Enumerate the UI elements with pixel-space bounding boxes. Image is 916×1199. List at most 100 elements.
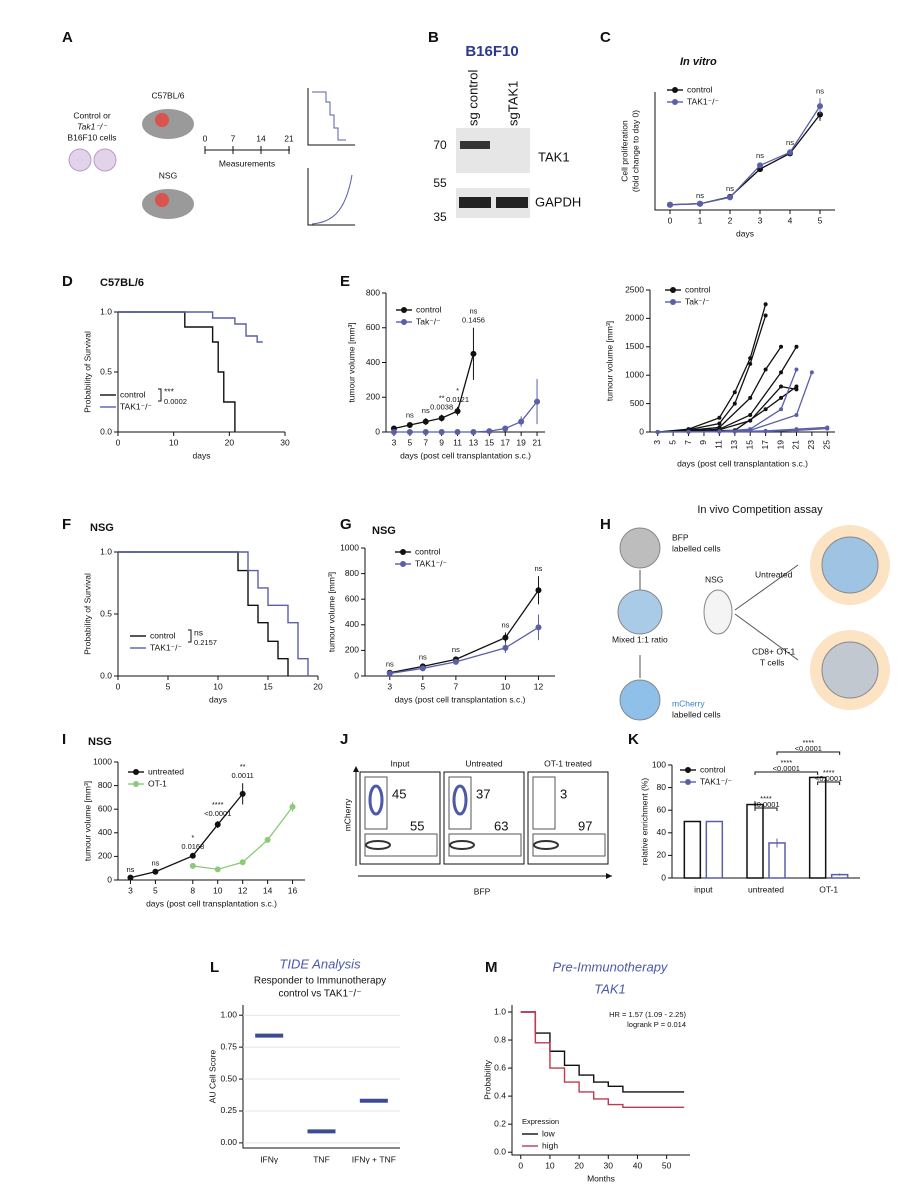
y-tick-label: 400: [98, 827, 112, 837]
stat-bracket: [158, 388, 162, 402]
chart-title: In vitro: [680, 56, 717, 68]
x-tick-label: 17: [501, 437, 511, 447]
bar: [808, 776, 827, 879]
significance: ns: [756, 151, 764, 160]
x-tick-label: 3: [128, 885, 133, 895]
inset-curve: [311, 174, 353, 225]
x-tick-label: 10: [501, 681, 511, 691]
arm-label: Untreated: [755, 569, 793, 579]
series-line: [130, 793, 244, 879]
data-point: [264, 836, 271, 843]
cell-label: BFP: [672, 532, 689, 542]
series-line: [389, 626, 539, 675]
x-tick-label: 2: [728, 215, 733, 225]
axis: [242, 1005, 400, 1149]
y-tick-label: 200: [345, 645, 359, 655]
timeline-label: 21: [284, 133, 294, 143]
data-point: [779, 370, 784, 375]
chart-title: NSG: [90, 522, 114, 534]
data-point: [779, 407, 784, 412]
data-point: [406, 422, 413, 429]
legend-marker: [672, 87, 678, 93]
data-point: [717, 421, 722, 426]
significance: ns: [696, 191, 704, 200]
y-tick-label: 2000: [625, 313, 644, 323]
chart-subtitle: control vs TAK1⁻/⁻: [279, 989, 362, 1000]
series-line: [669, 105, 821, 206]
data-point: [667, 201, 673, 208]
y-tick-label: 1.0: [100, 306, 112, 316]
data-point: [779, 344, 784, 349]
x-tick-label: 11: [453, 437, 462, 447]
x-tick-label: 15: [744, 440, 754, 450]
cell-cluster: [617, 589, 663, 635]
blot-band: [496, 197, 528, 208]
series-line: [657, 427, 828, 433]
legend-label: control: [120, 389, 146, 399]
y-axis-label: tumour volume [mm³]: [82, 781, 92, 861]
legend-label: high: [542, 1140, 558, 1150]
significance: ****: [212, 800, 224, 809]
x-tick-label: 5: [667, 440, 677, 445]
y-tick-label: 40: [657, 827, 667, 837]
panel-label: C: [600, 29, 611, 46]
legend-marker: [401, 307, 407, 313]
arm-label: CD8+ OT-1: [752, 646, 795, 656]
data-point: [825, 426, 830, 431]
y-tick-label: 0.0: [100, 426, 112, 436]
arrow: [734, 613, 799, 661]
survival-curve: [118, 311, 236, 432]
y-axis-label: tumour volume [mm³]: [604, 321, 614, 401]
y-axis-label: tumour volume [mm³]: [346, 322, 356, 402]
chart-title: C57BL/6: [100, 277, 144, 289]
timeline-title: Measurements: [219, 158, 275, 168]
comparison-bracket: [817, 781, 841, 785]
data-point: [189, 862, 196, 869]
x-tick-label: 5: [420, 681, 425, 691]
gate: [448, 833, 522, 857]
data-point: [214, 866, 221, 873]
cell-cluster: [619, 679, 661, 721]
cell-icon: [68, 148, 92, 172]
data-point: [486, 428, 493, 435]
axis: [654, 92, 835, 211]
significance: ns: [406, 410, 414, 419]
cells-label: Control or: [73, 110, 110, 120]
data-point: [534, 398, 541, 405]
x-tick-label: 21: [532, 437, 542, 447]
legend-label: Tak⁻/⁻: [416, 316, 441, 326]
data-point: [817, 103, 823, 110]
protein-label: TAK1: [538, 149, 570, 164]
x-tick-label: 50: [662, 1160, 672, 1170]
axis: [364, 548, 555, 677]
x-tick-label: 9: [439, 437, 444, 447]
cell-cluster: [619, 527, 661, 569]
y-tick-label: 0.5: [100, 608, 112, 618]
data-point: [422, 429, 429, 435]
blot-b: B16F10 sg control sgTAK1 70 55 35 TAK1 G…: [433, 43, 581, 224]
legend-marker: [685, 767, 691, 773]
blot-membrane: [456, 128, 530, 173]
data-point: [470, 429, 477, 435]
x-tick-label: 19: [775, 440, 785, 450]
data-point: [727, 194, 733, 201]
timeline-label: 0: [203, 133, 208, 143]
significance: ****: [802, 738, 814, 747]
data-point: [763, 429, 768, 434]
strain-label: C57BL/6: [151, 90, 184, 100]
gate-value: 63: [494, 818, 508, 833]
y-tick-label: 800: [98, 780, 112, 790]
significance: ns: [816, 86, 824, 95]
y-axis-label: AU Cell Score: [207, 1050, 217, 1104]
data-point: [189, 852, 196, 859]
legend-label: low: [542, 1128, 556, 1138]
timeline-label: 7: [231, 133, 236, 143]
diagram-a: Control or Tak1⁻/⁻ B16F10 cells C57BL/6 …: [67, 88, 355, 226]
data-point: [438, 415, 445, 422]
flow-plot: [359, 771, 441, 865]
legend-marker: [672, 99, 678, 105]
data-point: [748, 395, 753, 400]
x-tick-label: 10: [545, 1160, 555, 1170]
data-point: [748, 361, 753, 366]
